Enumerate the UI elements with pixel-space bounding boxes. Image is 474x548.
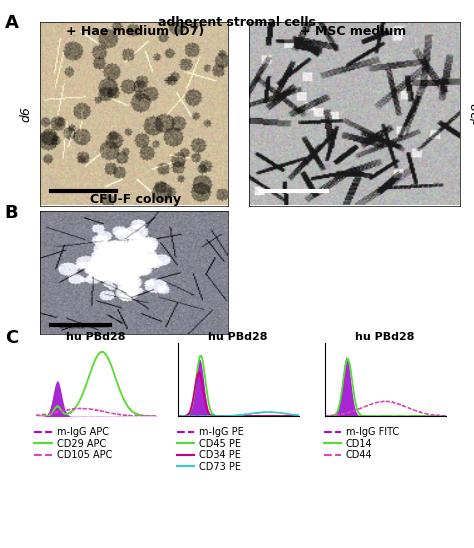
Text: C: C: [5, 329, 18, 347]
Legend: m-IgG PE, CD45 PE, CD34 PE, CD73 PE: m-IgG PE, CD45 PE, CD34 PE, CD73 PE: [177, 427, 244, 472]
Text: d6: d6: [19, 106, 32, 122]
Text: A: A: [5, 14, 18, 32]
Title: hu PBd28: hu PBd28: [209, 332, 268, 342]
Title: hu PBd28: hu PBd28: [66, 332, 126, 342]
Text: d28: d28: [471, 102, 474, 126]
Text: + MSC medium: + MSC medium: [300, 25, 406, 38]
Title: hu PBd28: hu PBd28: [356, 332, 415, 342]
Legend: m-IgG APC, CD29 APC, CD105 APC: m-IgG APC, CD29 APC, CD105 APC: [35, 427, 112, 460]
Legend: m-IgG FITC, CD14, CD44: m-IgG FITC, CD14, CD44: [324, 427, 399, 460]
Text: B: B: [5, 204, 18, 222]
Text: CFU-F colony: CFU-F colony: [90, 193, 181, 206]
Text: + Hae medium (D7): + Hae medium (D7): [66, 25, 204, 38]
Text: adherent stromal cells: adherent stromal cells: [158, 16, 316, 30]
